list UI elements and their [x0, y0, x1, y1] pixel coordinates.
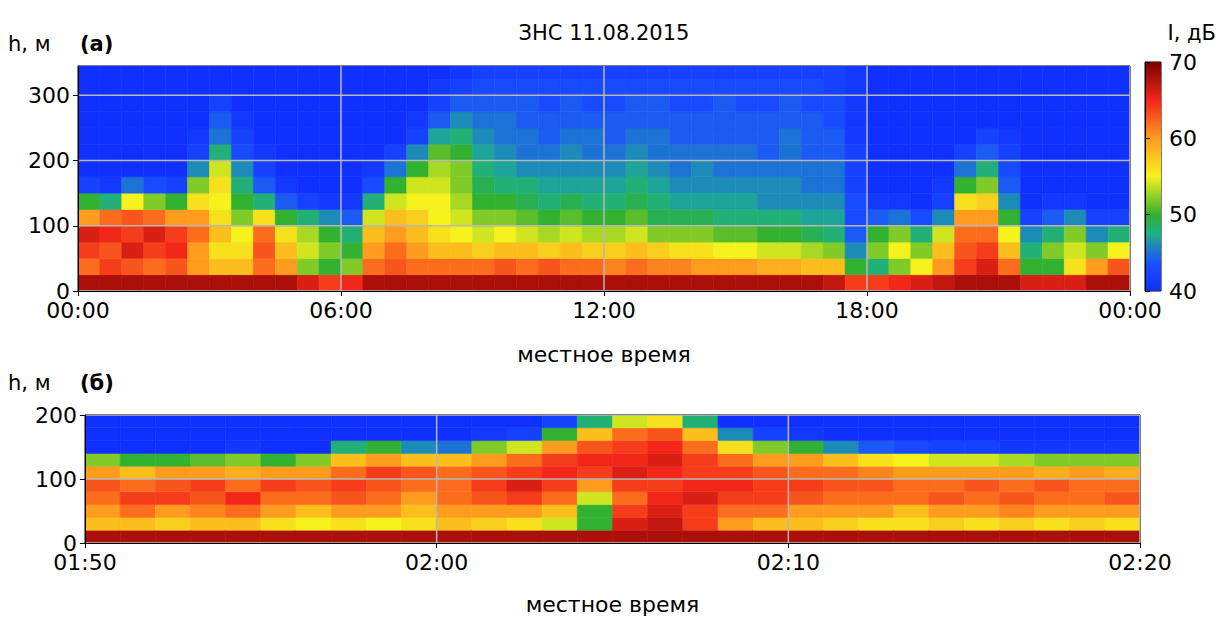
svg-text:h, м: h, м: [8, 371, 51, 395]
svg-text:местное время: местное время: [517, 342, 691, 367]
svg-text:02:10: 02:10: [757, 550, 820, 575]
svg-text:300: 300: [28, 83, 70, 108]
svg-text:200: 200: [35, 403, 77, 428]
svg-text:40: 40: [1169, 279, 1197, 304]
svg-text:02:20: 02:20: [1108, 550, 1171, 575]
svg-text:12:00: 12:00: [572, 298, 635, 323]
svg-text:50: 50: [1169, 202, 1197, 227]
svg-text:01:50: 01:50: [53, 550, 116, 575]
svg-text:18:00: 18:00: [835, 298, 898, 323]
svg-text:(б): (б): [80, 371, 114, 395]
svg-text:ЗНС 11.08.2015: ЗНС 11.08.2015: [519, 21, 690, 45]
svg-text:200: 200: [28, 148, 70, 173]
svg-text:I, дБ: I, дБ: [1168, 21, 1216, 45]
svg-text:местное время: местное время: [526, 592, 700, 617]
svg-text:00:00: 00:00: [1098, 298, 1161, 323]
svg-text:0: 0: [63, 530, 77, 556]
svg-text:100: 100: [28, 213, 70, 238]
svg-text:(а): (а): [80, 32, 113, 56]
svg-text:02:00: 02:00: [405, 550, 468, 575]
svg-text:100: 100: [35, 467, 77, 492]
svg-text:0: 0: [56, 278, 70, 304]
svg-text:70: 70: [1169, 50, 1197, 75]
svg-text:00:00: 00:00: [46, 298, 109, 323]
svg-text:h, м: h, м: [8, 32, 51, 56]
svg-text:06:00: 06:00: [309, 298, 372, 323]
svg-text:60: 60: [1169, 126, 1197, 151]
